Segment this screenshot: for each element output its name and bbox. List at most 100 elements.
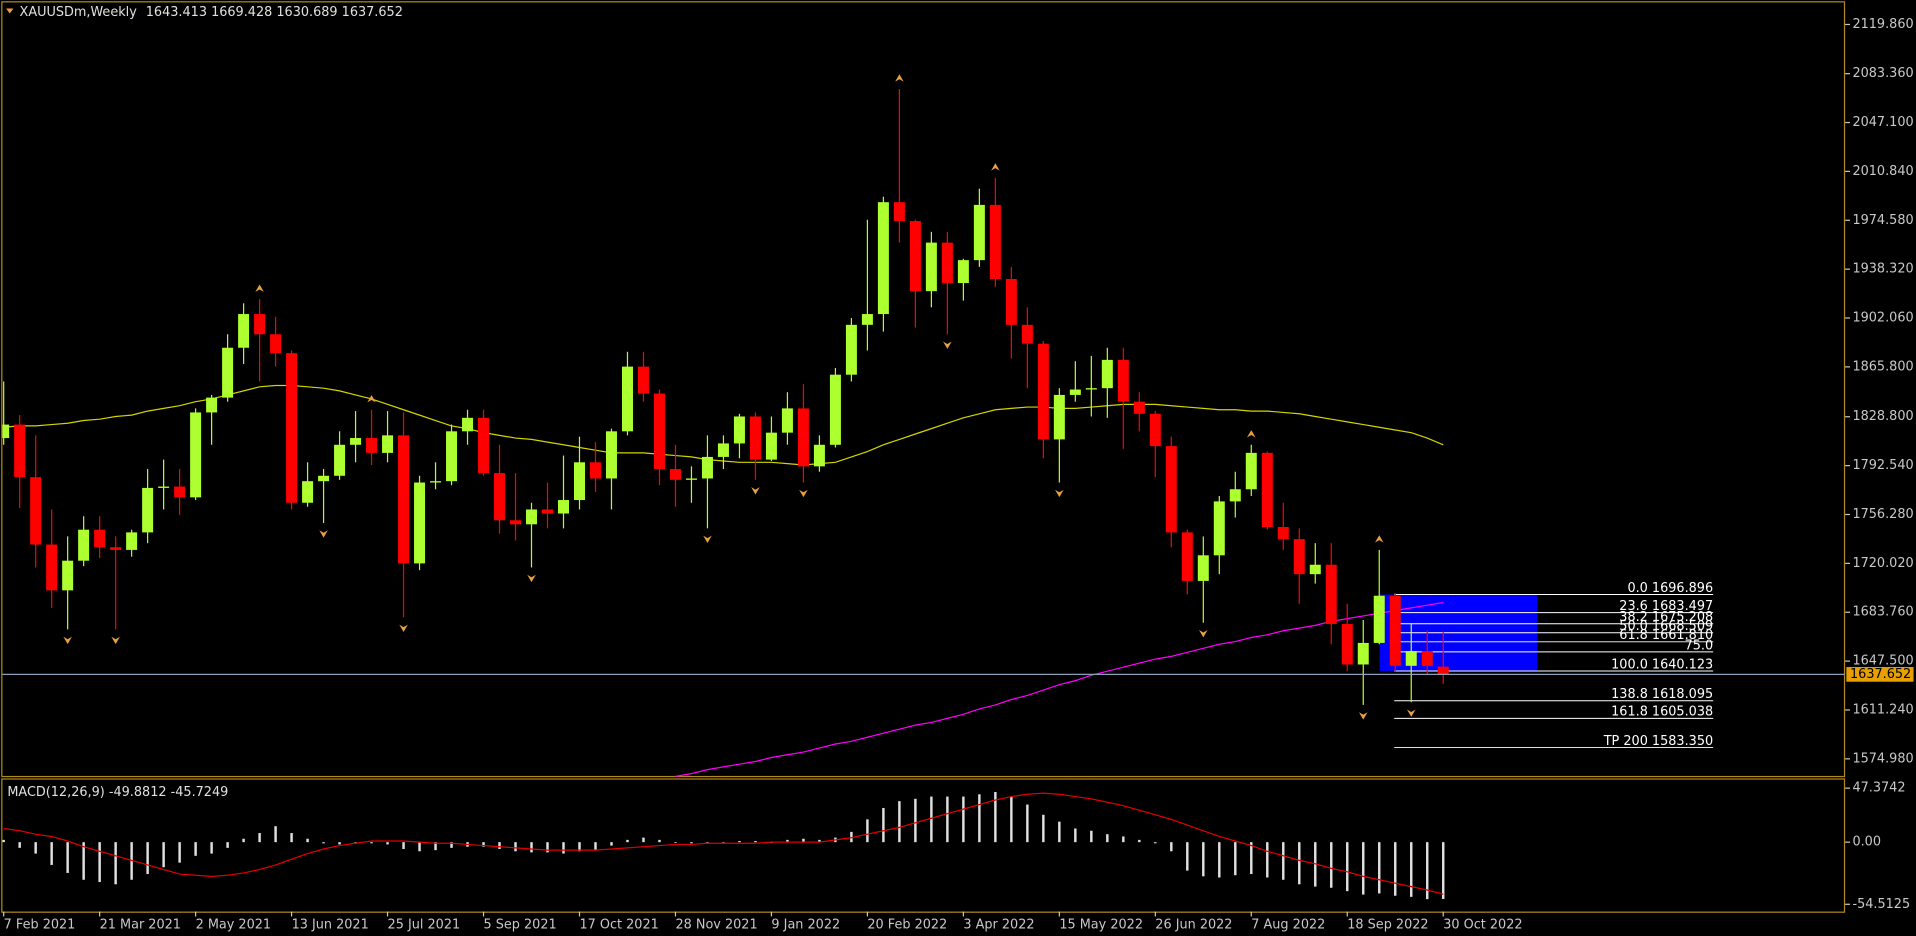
macd-bar [210,842,213,854]
fractal-down [1199,630,1208,638]
fib-label: 75.0 [1685,638,1714,653]
x-tick-label: 30 Oct 2022 [1443,918,1522,933]
macd-bar [322,842,325,844]
candle-body [494,473,506,521]
fractal-down [1358,712,1368,720]
candle-body [733,416,745,444]
macd-bar [546,842,549,853]
candle-body [941,242,953,284]
candle-body [286,353,298,503]
macd-bar [946,796,949,843]
macd-bar [498,842,501,849]
symbol: XAUUSDm,Weekly [20,5,138,20]
candle-body [1085,388,1097,390]
y-tick-label: 1938.320 [1852,262,1913,277]
fractal-up [1247,430,1256,438]
candle-body [1149,413,1161,447]
macd-bar [338,842,341,845]
candle-body [350,438,362,445]
macd-bar [114,842,117,885]
open: 1643.413 [146,5,207,20]
x-tick-label: 18 Sep 2022 [1347,918,1428,933]
candle-body [430,481,442,483]
macd-bar [50,842,53,865]
candle-body [62,560,74,591]
candle-body [238,314,250,348]
fractal-up [991,163,1000,171]
x-tick-label: 20 Feb 2022 [867,918,947,933]
candle-body [46,544,58,591]
close: 1637.652 [342,5,403,20]
macd-bar [1266,842,1269,878]
macd-bar [1122,836,1125,843]
y-tick-label: 1902.060 [1852,311,1913,326]
candle-body [446,431,458,482]
fractal-down [751,487,760,495]
macd-bar [386,842,389,845]
macd-bar [1170,842,1173,852]
candle-body [1197,555,1209,581]
x-tick-label: 28 Nov 2021 [675,918,757,933]
fractal-up [367,395,376,403]
y-tick-label: 47.3742 [1852,781,1905,796]
candle-body [1437,666,1449,675]
macd-bar [1106,834,1109,843]
x-tick-label: 9 Jan 2022 [771,918,840,933]
macd-bar [610,842,613,846]
candle-body [14,424,26,478]
candle-body [1165,446,1177,533]
macd-bar [1410,842,1413,897]
macd-bar [18,842,21,848]
candle-body [110,547,122,550]
candle-body [1293,539,1305,575]
candle-body [1421,650,1433,666]
macd-area [2,792,1445,900]
menu-arrow[interactable] [6,8,14,14]
macd-bar [1074,828,1077,843]
last-price-label: 1637.652 [1850,667,1911,682]
candle-body [78,529,90,561]
macd-bar [578,842,581,852]
macd-header: MACD(12,26,9) -49.8812 -45.7249 [7,784,228,799]
macd-bar [1394,842,1397,896]
candle-body [829,374,841,445]
macd-bar [98,842,101,883]
candle-body [1053,394,1065,440]
macd-bar [1090,830,1093,843]
candle-body [334,444,346,476]
candle-body [1309,564,1321,575]
candle-body [893,202,905,222]
candle-body [190,412,202,498]
fractal-down [527,574,536,583]
fib-label: 138.8 1618.095 [1611,687,1713,702]
candle-body [1405,650,1417,666]
macd-bar [530,842,533,853]
macd-value: -49.8812 [109,784,167,799]
candle-body [573,462,585,501]
macd-bar [978,794,981,843]
fib-label: 38.2 1675.208 [1619,610,1713,625]
macd-bar [82,842,85,880]
candle-body [254,314,266,335]
macd-bar [1234,842,1237,876]
candle-body [1389,595,1401,666]
candle-body [1325,564,1337,625]
macd-bar [930,796,933,843]
candle-body [1117,359,1129,402]
x-tick-label: 3 Apr 2022 [963,918,1034,933]
candle-body [1373,595,1385,643]
fractal-up [255,284,264,292]
candle-body [1341,624,1353,665]
y-tick-label: 2010.840 [1852,164,1913,179]
macd-bar [1010,796,1013,843]
macd-bar [2,839,5,843]
candle-body [717,443,729,457]
last-price-box [1846,667,1914,682]
macd-bar [242,838,245,843]
candle-body [1229,489,1241,502]
candle-body [222,347,234,398]
candle-body [989,204,1001,280]
y-tick-label: 1865.800 [1852,359,1913,374]
candle-body [797,408,809,467]
macd-bar [434,842,437,851]
